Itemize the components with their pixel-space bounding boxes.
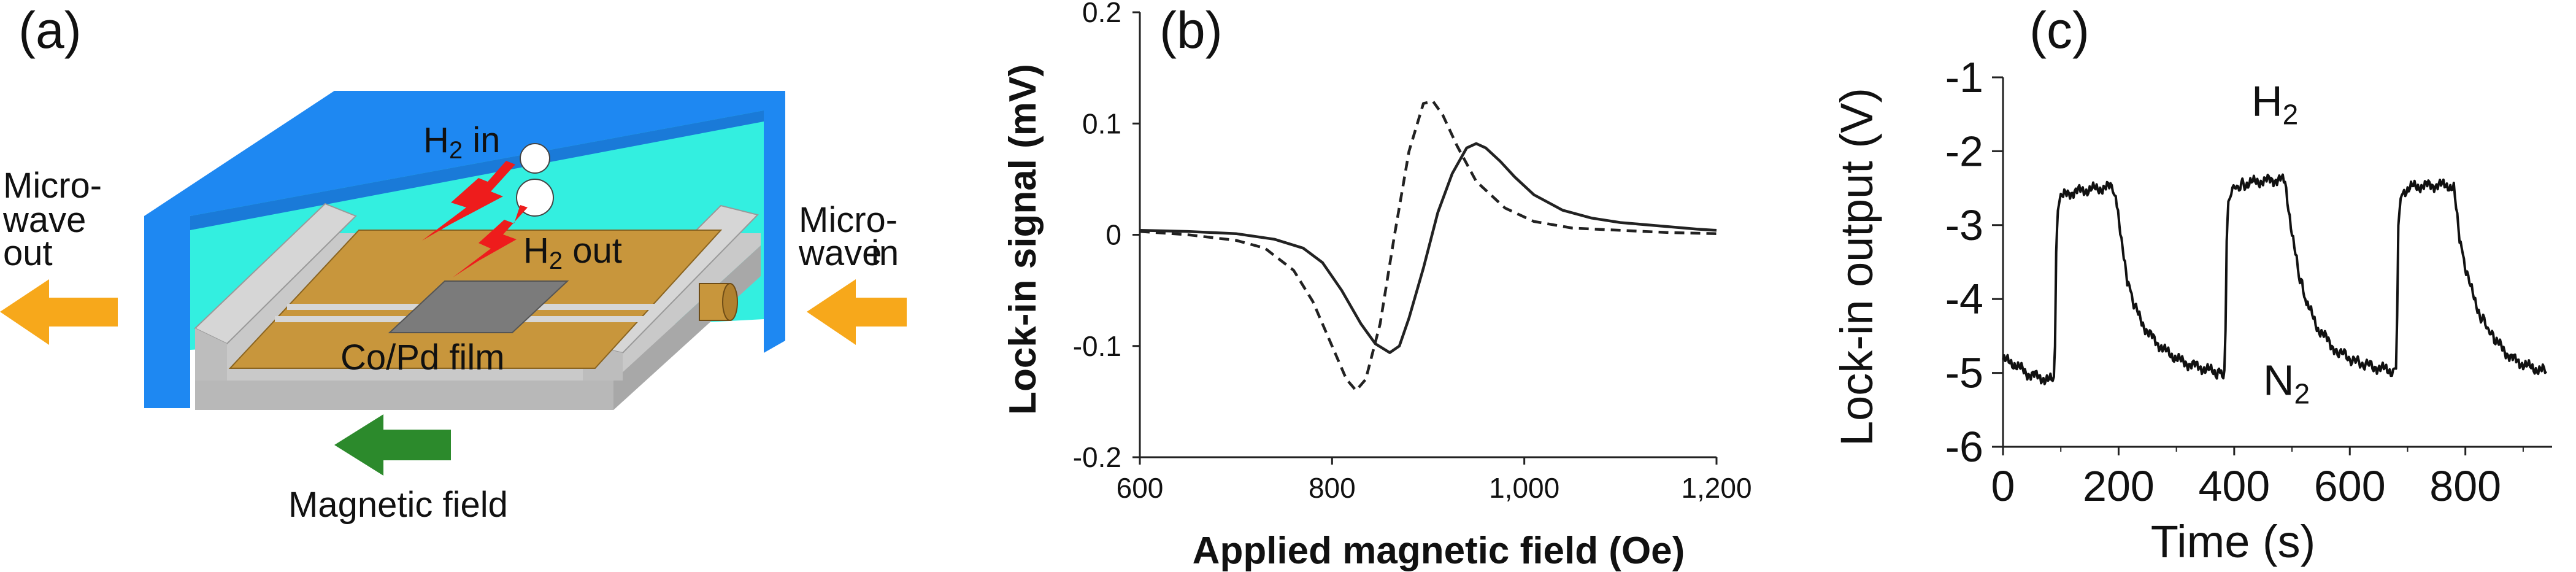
chart-b-series-dashed bbox=[1139, 99, 1717, 392]
panel-a-label: (a) bbox=[18, 1, 82, 59]
chart-c-annotation: H2 bbox=[2251, 77, 2298, 131]
chart-c-ytick-label: -3 bbox=[1945, 201, 1983, 249]
panel-c-label: (c) bbox=[2029, 1, 2090, 59]
microwave-out-arrow-icon bbox=[0, 279, 118, 345]
film-label: Co/Pd film bbox=[340, 338, 505, 377]
chart-b-xtick-label: 1,200 bbox=[1681, 472, 1751, 504]
chart-c-ytick-label: -2 bbox=[1945, 127, 1983, 175]
chart-b-ytick-label: 0.2 bbox=[1082, 0, 1121, 28]
chart-c-xtick-label: 200 bbox=[2083, 462, 2155, 510]
chart-c-ticks: -1 -2 -3 -4 -5 -60 200 400 600 800 bbox=[1945, 53, 2524, 510]
chart-c-ytick-label: -5 bbox=[1945, 349, 1983, 397]
chart-c-xtick-label: 400 bbox=[2198, 462, 2270, 510]
chart-b-xtick-label: 1,000 bbox=[1489, 472, 1559, 504]
chart-b-ytick-label: -0.1 bbox=[1073, 330, 1121, 362]
h2-in-label: H2 in bbox=[423, 120, 500, 164]
h2-in-arrow-icon bbox=[422, 161, 515, 241]
chart-c-annotation: N2 bbox=[2263, 357, 2310, 410]
h2-out-arrow-icon bbox=[453, 205, 528, 277]
chart-c-ytick-label: -6 bbox=[1945, 423, 1983, 471]
panel-c: (c) -1 -2 -3 -4 -5 -60 200 400 600 800 H2 N2 Time … bbox=[1831, 1, 2552, 567]
microwave-in-label-2: wave bbox=[798, 233, 882, 273]
frame-base-front bbox=[195, 381, 613, 410]
frame-left-rail-side bbox=[195, 328, 227, 381]
chart-b-ylabel: Lock-in signal (mV) bbox=[1002, 64, 1044, 415]
chart-b-ytick-label: 0 bbox=[1105, 219, 1121, 251]
chart-b-ytick-label: 0.1 bbox=[1082, 107, 1121, 139]
chart-c-annotations: H2 N2 bbox=[2251, 77, 2310, 410]
chart-c-xtick-label: 600 bbox=[2314, 462, 2386, 510]
sample-plate bbox=[388, 280, 569, 333]
chart-c-axes bbox=[2002, 77, 2552, 448]
h2-out-label: H2 out bbox=[523, 231, 622, 274]
chart-c-ytick-label: -1 bbox=[1945, 53, 1983, 101]
h2-in-hole bbox=[520, 143, 550, 174]
cavity-lid-front bbox=[190, 110, 764, 230]
chart-b-xlabel: Applied magnetic field (Oe) bbox=[1193, 530, 1685, 572]
panel-b-label: (b) bbox=[1159, 1, 1223, 59]
panel-a: (a) H2 in H2 bbox=[0, 1, 907, 525]
microwave-out-label-2: wave bbox=[2, 200, 86, 240]
chart-b-axes bbox=[1139, 12, 1717, 458]
chart-b-xtick-label: 600 bbox=[1117, 472, 1164, 504]
microwave-in-label-1: Micro- bbox=[799, 200, 898, 240]
chart-c-xlabel: Time (s) bbox=[2151, 516, 2316, 567]
microwave-out-label-3: out bbox=[3, 233, 53, 273]
cavity-top-lid bbox=[144, 91, 785, 216]
chart-b-xtick-label: 800 bbox=[1309, 472, 1356, 504]
cavity-right-wall bbox=[764, 91, 785, 353]
chart-c-xtick-label: 800 bbox=[2429, 462, 2501, 510]
cavity-left-wall bbox=[144, 216, 190, 408]
chart-c-ylabel: Lock-in output (V) bbox=[1831, 88, 1882, 446]
microwave-in-label-3: in bbox=[871, 233, 899, 273]
microwave-out-label-1: Micro- bbox=[3, 166, 102, 206]
chart-b-ytick-label: -0.2 bbox=[1073, 441, 1121, 473]
chart-b-series-solid bbox=[1139, 142, 1717, 354]
chart-c-series-line bbox=[2002, 173, 2548, 385]
chart-c-xtick-label: 0 bbox=[1991, 462, 2015, 510]
chart-c-ytick-label: -4 bbox=[1945, 275, 1983, 323]
chart-b-series bbox=[1139, 99, 1717, 392]
chart-c-series bbox=[2002, 173, 2548, 385]
magnetic-field-arrow-icon bbox=[334, 414, 451, 476]
magnetic-field-label: Magnetic field bbox=[288, 485, 508, 525]
microwave-in-arrow-icon bbox=[807, 279, 907, 345]
microwave-port-end bbox=[722, 283, 738, 321]
